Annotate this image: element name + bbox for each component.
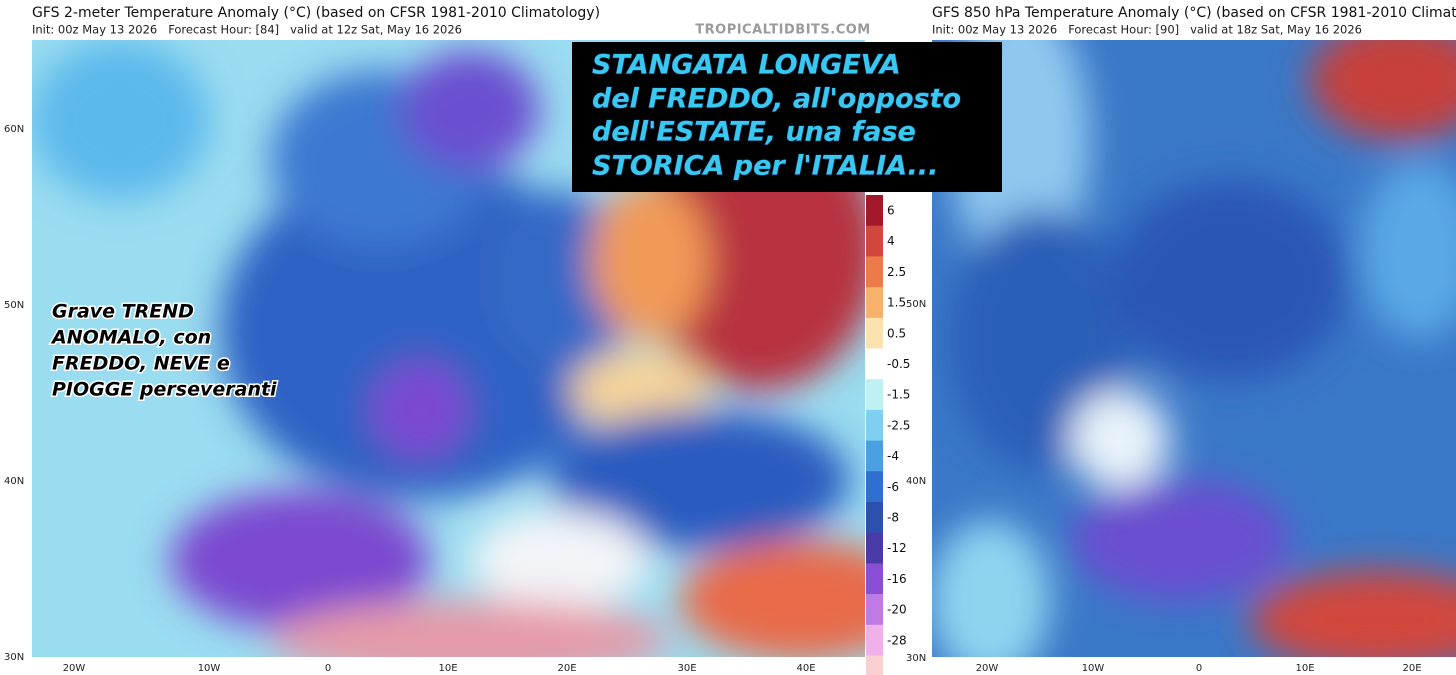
lon-label: 20W bbox=[976, 663, 999, 674]
colorbar-label: 6 bbox=[887, 204, 895, 218]
watermark: TROPICALTIDBITS.COM bbox=[695, 23, 870, 38]
lon-label: 0 bbox=[1196, 663, 1202, 674]
lon-label: 20W bbox=[63, 663, 86, 674]
colorbar-label: 0.5 bbox=[887, 326, 906, 340]
colorbar-swatch bbox=[866, 409, 883, 441]
colorbar-label: 2.5 bbox=[887, 265, 906, 279]
lat-label: 30N bbox=[4, 652, 24, 663]
colorbar-swatch bbox=[866, 624, 883, 656]
note-line: FREDDO, NEVE e bbox=[52, 353, 230, 375]
lon-label: 10W bbox=[1082, 663, 1105, 674]
lon-label: 20E bbox=[557, 663, 576, 674]
left-title: GFS 2-meter Temperature Anomaly (°C) (ba… bbox=[32, 5, 600, 21]
colorbar-swatch bbox=[866, 195, 883, 226]
colorbar-swatch bbox=[866, 502, 883, 533]
lat-label: 60N bbox=[4, 124, 24, 135]
colorbar-swatch bbox=[866, 655, 883, 675]
colorbar-label: 1.5 bbox=[887, 296, 906, 310]
lon-label: 40E bbox=[796, 663, 815, 674]
colorbar-swatch bbox=[866, 379, 883, 411]
headline-line: STANGATA LONGEVA bbox=[592, 50, 901, 81]
lon-label: 30E bbox=[677, 663, 696, 674]
colorbar-label: -0.5 bbox=[887, 357, 910, 371]
note-line: Grave TREND bbox=[52, 301, 194, 323]
lat-label: 40N bbox=[4, 476, 24, 487]
colorbar-label: 4 bbox=[887, 234, 895, 248]
colorbar-label: -28 bbox=[887, 633, 907, 647]
right-subtitle: Init: 00z May 13 2026 Forecast Hour: [90… bbox=[932, 23, 1362, 37]
colorbar-label: -1.5 bbox=[887, 388, 910, 402]
colorbar-label: -8 bbox=[887, 511, 899, 525]
lon-label: 10E bbox=[1295, 663, 1314, 674]
lat-label: 30N bbox=[906, 653, 926, 664]
colorbar-label: -16 bbox=[887, 572, 907, 586]
right-map bbox=[932, 40, 1456, 657]
colorbar-swatch bbox=[866, 348, 883, 380]
note-line: PIOGGE perseveranti bbox=[52, 379, 277, 401]
colorbar-label: -12 bbox=[887, 541, 907, 555]
side-note: Grave TREND ANOMALO, con FREDDO, NEVE e PIO… bbox=[49, 299, 279, 402]
note-line: ANOMALO, con bbox=[50, 327, 211, 349]
colorbar bbox=[866, 195, 883, 675]
colorbar-swatch bbox=[866, 594, 883, 626]
colorbar-swatch bbox=[866, 471, 883, 503]
colorbar-swatch bbox=[866, 532, 883, 564]
lon-label: 0 bbox=[325, 663, 331, 674]
colorbar-swatch bbox=[866, 563, 883, 595]
lon-label: 20E bbox=[1402, 663, 1421, 674]
colorbar-swatch bbox=[866, 317, 883, 349]
colorbar-swatch bbox=[866, 287, 883, 319]
left-subtitle: Init: 00z May 13 2026 Forecast Hour: [84… bbox=[32, 23, 462, 37]
lat-label: 50N bbox=[4, 300, 24, 311]
headline-box bbox=[572, 42, 1002, 192]
colorbar-label: -20 bbox=[887, 603, 907, 617]
right-title: GFS 850 hPa Temperature Anomaly (°C) (ba… bbox=[932, 5, 1456, 21]
headline-line: dell'ESTATE, una fase bbox=[592, 117, 916, 148]
lon-label: 10E bbox=[438, 663, 457, 674]
colorbar-swatch bbox=[866, 440, 883, 472]
headline-line: del FREDDO, all'opposto bbox=[592, 84, 961, 115]
lat-label: 50N bbox=[906, 299, 926, 310]
colorbar-swatch bbox=[866, 225, 883, 257]
lat-label: 40N bbox=[906, 476, 926, 487]
lon-label: 10W bbox=[198, 663, 221, 674]
colorbar-swatch bbox=[866, 256, 883, 288]
colorbar-label: -6 bbox=[887, 480, 899, 494]
headline-line: STORICA per l'ITALIA... bbox=[592, 151, 938, 182]
colorbar-label: -4 bbox=[887, 449, 899, 463]
axes: 6 4 2.5 1.5 0.5 -0.5 -1.5 -2.5 -4 -6 -8 -12 -16 -20 -2… bbox=[4, 124, 1422, 674]
colorbar-label: -2.5 bbox=[887, 418, 910, 432]
